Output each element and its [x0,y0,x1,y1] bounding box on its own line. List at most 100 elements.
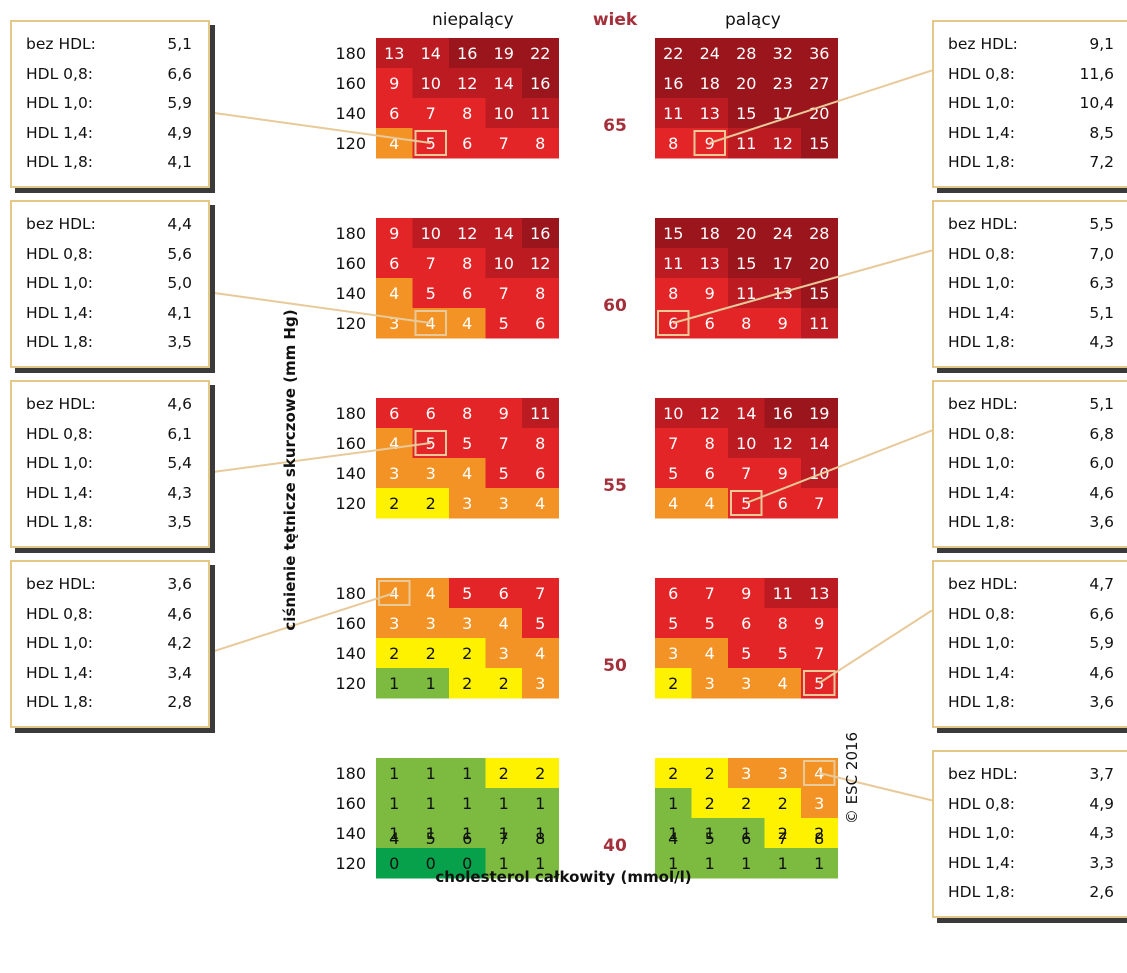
risk-value: 12 [457,224,477,243]
risk-value: 2 [389,644,399,663]
risk-cell [764,398,802,429]
hdl-info-box: bez HDL: 3,6 HDL 0,8: 4,6 HDL 1,0: 4,2 HDL 1,4… [10,560,210,728]
risk-cell [655,458,692,489]
highlight-cell [693,130,726,156]
risk-value: 11 [663,254,683,273]
risk-value: 4 [778,674,788,693]
risk-value: 6 [705,314,715,333]
risk-value: 7 [499,134,509,153]
risk-cell [376,488,413,519]
risk-cell [728,578,765,609]
risk-value: 6 [535,314,545,333]
risk-cell [522,218,559,249]
risk-cell [522,578,559,609]
risk-value: 1 [389,764,399,783]
highlight-cell [378,580,411,606]
risk-value: 22 [663,44,683,63]
risk-value: 32 [773,44,793,63]
cholesterol-tick: 8 [814,829,824,848]
risk-cell [449,428,486,459]
risk-value: 6 [668,584,678,603]
hdl-label: bez HDL: [26,215,96,233]
risk-cell [728,638,765,669]
hdl-value: 7,0 [1089,244,1114,263]
risk-value: 28 [809,224,829,243]
risk-cell [522,68,559,99]
risk-cell [728,128,765,159]
risk-cell [485,38,523,69]
risk-cell [764,668,802,699]
risk-cell [801,128,838,159]
risk-cell [376,668,413,699]
risk-cell [691,428,729,459]
risk-value: 19 [809,404,829,423]
sbp-label: 140 [335,824,366,843]
risk-cell [485,578,523,609]
hdl-value: 4,3 [1089,333,1114,351]
hdl-label: HDL 0,8: [948,244,1016,263]
hdl-label: HDL 0,8: [26,424,94,443]
hdl-row: HDL 0,8: 7,0 [934,240,1127,270]
risk-value: 2 [705,764,715,783]
risk-cell [764,428,802,459]
sbp-label: 120 [335,494,366,513]
risk-cell [728,98,765,129]
hdl-row: HDL 1,8: 3,5 [12,328,208,358]
risk-value: 8 [535,434,545,453]
connector-line [818,609,933,684]
risk-value: 24 [700,44,720,63]
risk-value: 7 [741,464,751,483]
risk-cell [522,788,559,819]
risk-value: 20 [736,74,756,93]
cholesterol-tick: 6 [462,829,472,848]
risk-cell [691,818,729,849]
hdl-info-box: bez HDL: 9,1 HDL 0,8: 11,6 HDL 1,0: 10,4 HDL 1… [932,20,1127,188]
hdl-label: HDL 0,8: [948,604,1016,623]
risk-value: 1 [499,794,509,813]
risk-value: 1 [668,854,678,873]
hdl-row: bez HDL: 4,6 [12,390,208,420]
risk-value: 6 [462,284,472,303]
risk-cell [522,98,559,129]
risk-cell [764,128,802,159]
risk-cell [376,818,413,849]
cholesterol-tick: 4 [668,829,678,848]
risk-value: 7 [426,104,436,123]
risk-cell [691,758,729,789]
risk-cell [728,818,765,849]
hdl-info-box: bez HDL: 3,7 HDL 0,8: 4,9 HDL 1,0: 4,3 HDL 1,4… [932,750,1127,918]
highlight-cell [730,490,763,516]
hdl-value: 6,8 [1089,424,1114,443]
risk-cell [449,758,486,789]
hdl-value: 11,6 [1079,64,1114,83]
hdl-row: HDL 1,4: 5,1 [934,299,1127,329]
hdl-value: 3,6 [1089,513,1114,531]
risk-cell [764,818,802,849]
risk-cell [522,308,559,339]
risk-cell [485,668,523,699]
risk-cell [764,638,802,669]
risk-value: 2 [778,824,788,843]
risk-value: 4 [426,584,436,603]
risk-cell [691,608,729,639]
cholesterol-tick: 7 [778,829,788,848]
hdl-label: HDL 1,4: [948,303,1016,322]
hdl-value: 4,1 [167,153,192,171]
risk-cell [691,248,729,279]
risk-cell [655,608,692,639]
risk-cell [655,248,692,279]
risk-cell [728,218,765,249]
risk-value: 6 [462,134,472,153]
risk-value: 10 [421,224,441,243]
risk-value: 6 [741,614,751,633]
sbp-label: 140 [335,644,366,663]
risk-value: 1 [462,824,472,843]
risk-cell [412,758,450,789]
risk-cell [485,848,523,879]
risk-value: 3 [389,314,399,333]
risk-value: 12 [530,254,550,273]
risk-cell [764,308,802,339]
hdl-info-box: bez HDL: 4,4 HDL 0,8: 5,6 HDL 1,0: 5,0 HDL 1,4… [10,200,210,368]
hdl-row: HDL 1,8: 3,5 [12,508,208,538]
risk-cell [376,458,413,489]
